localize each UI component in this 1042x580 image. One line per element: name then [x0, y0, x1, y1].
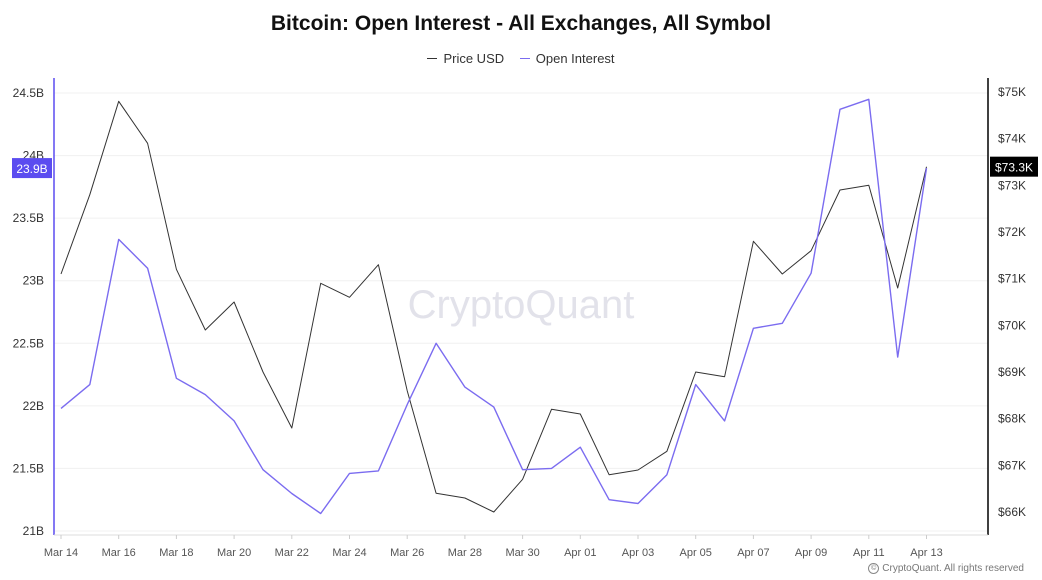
- right-tick-label: $66K: [998, 505, 1026, 519]
- right-tick-label: $70K: [998, 318, 1026, 332]
- x-tick-label: Mar 28: [448, 547, 482, 559]
- right-tick-label: $71K: [998, 272, 1026, 286]
- left-tick-label: 21B: [23, 524, 44, 538]
- x-tick-label: Apr 09: [795, 547, 827, 559]
- right-tick-label: $69K: [998, 365, 1026, 379]
- right-tick-label: $68K: [998, 412, 1026, 426]
- watermark-text: CryptoQuant: [408, 283, 635, 327]
- legend-item-open-interest[interactable]: Open Interest: [519, 51, 615, 66]
- right-current-value-label: $73.3K: [995, 161, 1033, 175]
- x-tick-label: Mar 16: [102, 547, 136, 559]
- x-tick-label: Mar 14: [44, 547, 78, 559]
- left-tick-label: 23B: [23, 274, 44, 288]
- legend-item-price[interactable]: Price USD: [427, 51, 504, 66]
- right-tick-label: $74K: [998, 132, 1026, 146]
- left-tick-label: 22B: [23, 399, 44, 413]
- x-tick-label: Apr 11: [853, 547, 885, 559]
- x-tick-label: Mar 22: [275, 547, 309, 559]
- price-line-swatch-icon: [427, 58, 438, 59]
- chart-title: Bitcoin: Open Interest - All Exchanges, …: [270, 12, 772, 35]
- x-tick-label: Apr 13: [910, 547, 942, 559]
- x-tick-label: Apr 07: [737, 547, 769, 559]
- right-tick-label: $75K: [998, 85, 1026, 99]
- legend-label-open-interest: Open Interest: [535, 51, 615, 66]
- left-current-value-label: 23.9B: [16, 162, 47, 176]
- right-tick-label: $72K: [998, 225, 1026, 239]
- open-interest-line: [60, 98, 928, 515]
- copyright-credit: © CryptoQuant. All rights reserved: [868, 562, 1024, 574]
- legend-label-price: Price USD: [443, 51, 505, 66]
- x-tick-label: Apr 05: [679, 547, 711, 559]
- right-tick-label: $73K: [998, 178, 1026, 192]
- right-current-value-badge: [990, 156, 1038, 177]
- x-tick-label: Mar 26: [390, 547, 424, 559]
- credit-text: CryptoQuant. All rights reserved: [882, 563, 1024, 574]
- x-tick-label: Mar 18: [159, 547, 193, 559]
- open-interest-line-swatch-icon: [519, 58, 530, 59]
- copyright-icon: ©: [868, 562, 880, 574]
- legend: Price USD Open Interest: [0, 47, 1042, 66]
- x-tick-label: Mar 24: [332, 547, 366, 559]
- x-tick-label: Mar 20: [217, 547, 251, 559]
- left-current-value-badge: [12, 158, 52, 179]
- price-usd-line: [60, 100, 927, 513]
- left-tick-label: 22.5B: [13, 336, 44, 350]
- left-tick-label: 21.5B: [13, 461, 44, 475]
- x-tick-label: Apr 03: [622, 547, 654, 559]
- left-tick-label: 24.5B: [13, 86, 44, 100]
- x-tick-label: Mar 30: [505, 547, 539, 559]
- x-tick-label: Apr 01: [564, 547, 596, 559]
- left-tick-label: 23.5B: [13, 211, 44, 225]
- right-tick-label: $67K: [998, 458, 1026, 472]
